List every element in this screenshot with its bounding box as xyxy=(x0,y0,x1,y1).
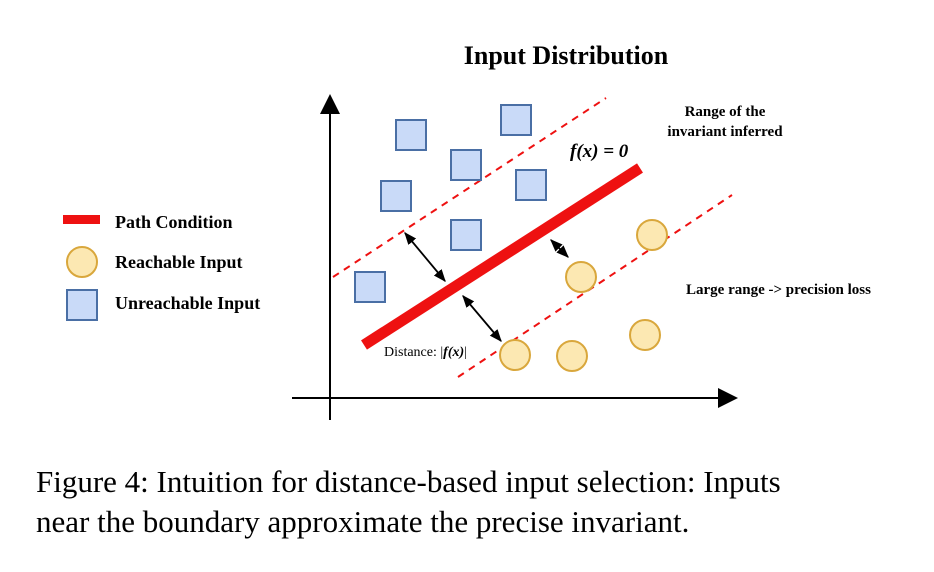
reachable-input-circle xyxy=(499,339,531,371)
unreachable-inputs xyxy=(354,104,547,303)
function-label: f(x) = 0 xyxy=(570,141,629,162)
reachable-input-circle xyxy=(629,319,661,351)
unreachable-input-square xyxy=(450,219,482,251)
distance-arrow xyxy=(550,239,569,258)
unreachable-input-square xyxy=(500,104,532,136)
legend-label-unreachable-input: Unreachable Input xyxy=(115,293,260,313)
unreachable-input-square xyxy=(515,169,547,201)
unreachable-input-square xyxy=(395,119,427,151)
unreachable-input-square xyxy=(354,271,386,303)
distance-label: Distance: |f(x)| xyxy=(384,345,467,360)
diagram-title: Input Distribution xyxy=(464,41,669,70)
reachable-inputs xyxy=(499,219,668,372)
legend-label-path-condition: Path Condition xyxy=(115,212,233,232)
range-note-line-1: Range of the xyxy=(685,104,766,120)
reachable-input-circle xyxy=(636,219,668,251)
distance-arrow xyxy=(404,232,446,282)
red-bar-icon xyxy=(63,215,100,224)
caption-line-2: near the boundary approximate the precis… xyxy=(36,504,690,539)
caption-line-1: Figure 4: Intuition for distance-based i… xyxy=(36,464,781,499)
reachable-input-circle xyxy=(556,340,588,372)
yellow-circle-icon xyxy=(66,246,98,278)
precision-note: Large range -> precision loss xyxy=(686,282,871,298)
diagram: Input Distribution f(x) = 0 Range of the… xyxy=(63,41,871,420)
unreachable-input-square xyxy=(450,149,482,181)
figure-caption: Figure 4: Intuition for distance-based i… xyxy=(36,462,916,542)
upper-boundary-dashed-line xyxy=(332,97,607,278)
unreachable-input-square xyxy=(380,180,412,212)
blue-square-icon xyxy=(66,289,98,321)
path-condition-line xyxy=(361,163,643,350)
reachable-input-circle xyxy=(565,261,597,293)
legend-label-reachable-input: Reachable Input xyxy=(115,252,243,272)
distance-arrow xyxy=(462,295,502,342)
legend: Path Condition Reachable Input Unreachab… xyxy=(63,212,260,321)
range-note-line-2: invariant inferred xyxy=(667,124,783,140)
